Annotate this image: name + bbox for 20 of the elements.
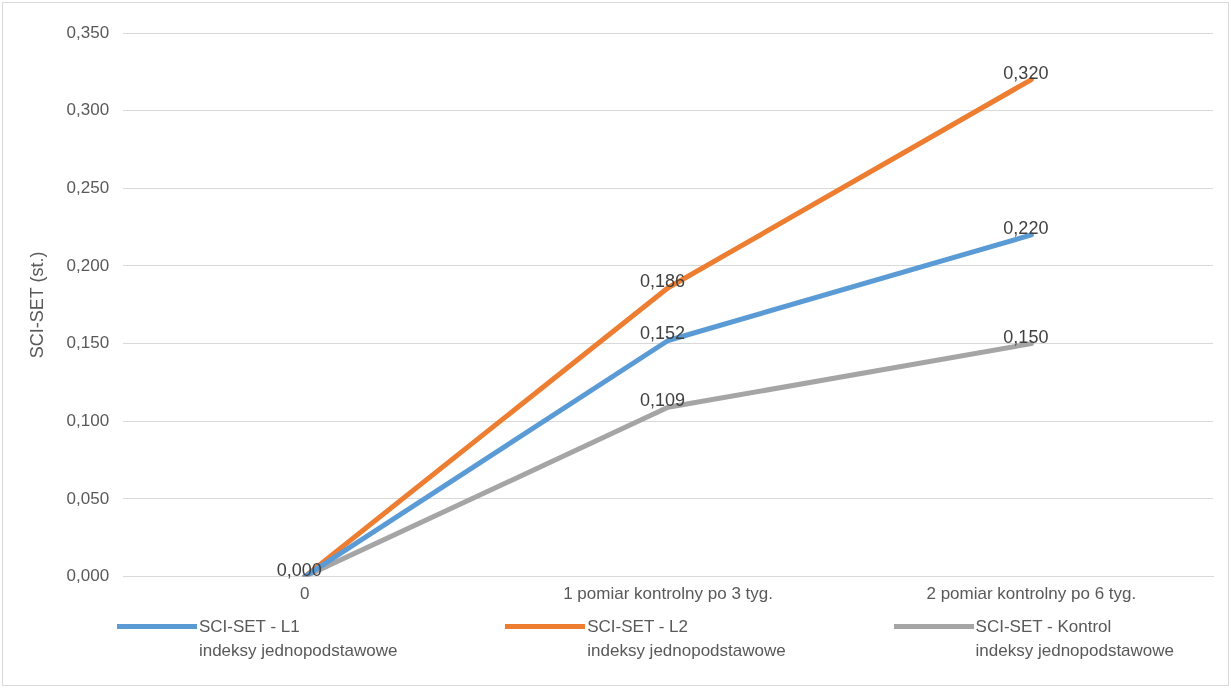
y-tick-label: 0,000 <box>66 566 110 586</box>
data-label: 0,320 <box>1003 62 1049 83</box>
y-axis-title: SCI-SET (st.) <box>26 251 47 359</box>
y-tick-label: 0,150 <box>66 333 110 353</box>
x-tick-label: 0 <box>300 584 310 604</box>
legend-label: SCI-SET - L2 indeksy jednopodstawowe <box>587 616 786 662</box>
legend-label: SCI-SET - Kontrol indeksy jednopodstawowe <box>975 616 1175 662</box>
y-tick-label: 0,200 <box>66 255 110 275</box>
data-label: 0,152 <box>640 323 686 344</box>
data-label: 0,220 <box>1003 217 1049 238</box>
y-tick-label: 0,100 <box>66 410 110 430</box>
x-tick-label: 2 pomiar kontrolny po 6 tyg. <box>926 584 1137 604</box>
y-tick-label: 0,250 <box>66 178 110 197</box>
legend-label: SCI-SET - L1 indeksy jednopodstawowe <box>198 616 398 662</box>
y-tick-label: 0,050 <box>66 488 110 508</box>
y-tick-label: 0,300 <box>66 100 110 120</box>
data-label: 0,109 <box>640 390 686 411</box>
x-tick-label: 1 pomiar kontrolny po 3 tyg. <box>563 584 773 604</box>
y-tick-label: 0,350 <box>66 22 110 42</box>
data-label: 0,150 <box>1003 326 1049 347</box>
